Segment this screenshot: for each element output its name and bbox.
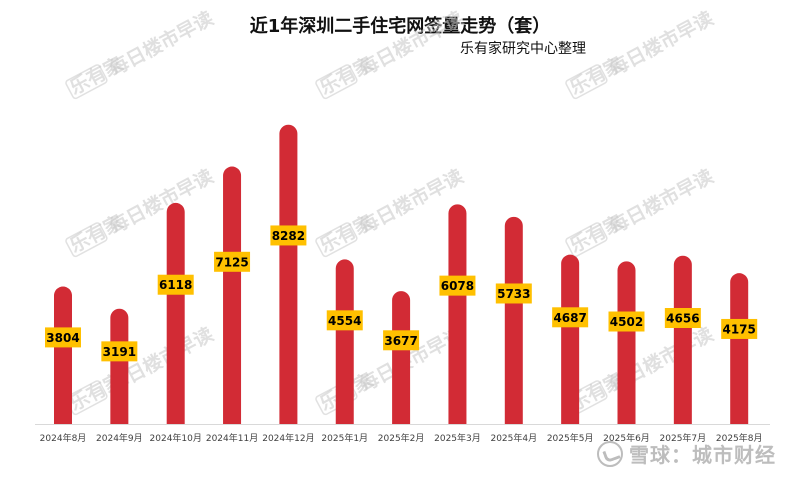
data-label-bg	[608, 311, 645, 332]
data-label-bg	[270, 225, 307, 246]
data-label-bg	[439, 275, 476, 296]
data-label: 3677	[384, 334, 417, 348]
chart-title: 近1年深圳二手住宅网签量走势（套）	[249, 16, 551, 37]
data-label-bg	[721, 318, 758, 339]
bar	[504, 216, 523, 424]
bar	[110, 308, 129, 424]
x-tick-label: 2024年10月	[150, 432, 202, 444]
watermark-logo-icon	[565, 222, 608, 258]
footer-watermark-text: 雪球：城市财经	[629, 443, 776, 467]
data-label: 4554	[328, 314, 361, 328]
watermark-text: 每日楼市早读	[106, 7, 217, 81]
x-tick-label: 2024年8月	[40, 432, 87, 444]
data-label-bg	[157, 274, 194, 295]
data-label: 7125	[215, 255, 248, 269]
bar	[730, 273, 749, 424]
x-tick-label: 2025年2月	[378, 432, 425, 444]
data-label-bg	[45, 327, 81, 348]
x-tick-label: 2024年12月	[262, 432, 314, 444]
watermark-logo-icon	[315, 64, 358, 100]
x-tick-label: 2025年7月	[660, 432, 707, 444]
data-label-bg	[326, 310, 363, 331]
watermark-text: 每日楼市早读	[606, 165, 717, 239]
bar	[673, 255, 692, 424]
watermark-text: 每日楼市早读	[356, 7, 467, 81]
x-tick-label: 2024年11月	[206, 432, 258, 444]
bar	[279, 124, 298, 425]
x-tick-label: 2025年3月	[434, 432, 481, 444]
data-label: 3191	[103, 345, 136, 359]
data-label: 5733	[497, 287, 530, 301]
x-tick-label: 2025年1月	[321, 432, 368, 444]
data-label-bg	[101, 341, 138, 362]
watermark-text: 每日楼市早读	[606, 7, 717, 81]
data-label: 6118	[159, 278, 192, 292]
bar	[223, 166, 242, 424]
bar	[335, 259, 354, 424]
data-label: 4175	[722, 322, 755, 336]
chart-subtitle: 乐有家研究中心整理	[460, 41, 586, 57]
data-label-bg	[383, 330, 420, 351]
watermark-logo-icon	[565, 64, 608, 100]
footer-watermark: 雪球：城市财经	[597, 439, 776, 468]
x-tick-label: 2024年9月	[96, 432, 143, 444]
x-tick-label: 2025年8月	[716, 432, 763, 444]
bar	[561, 254, 580, 424]
watermark-logo-icon	[65, 64, 108, 100]
x-tick-label: 2025年4月	[490, 432, 537, 444]
data-label-bg	[214, 251, 251, 272]
bars-layer: 3804 3191 6118 7125 8282 4554 3677 6078 5733 4687…	[35, 124, 770, 425]
data-label: 6078	[441, 279, 474, 293]
bar	[392, 291, 411, 424]
data-label: 4656	[666, 312, 699, 326]
bar	[54, 286, 72, 424]
x-axis-labels: 2024年8月 2024年9月 2024年10月 2024年11月 2024年12月 20…	[40, 432, 763, 444]
data-label: 4687	[553, 311, 586, 325]
watermark-logo-icon	[65, 222, 108, 258]
watermark-text: 每日楼市早读	[106, 165, 217, 239]
data-label: 4502	[610, 315, 643, 329]
data-label-bg	[495, 283, 532, 304]
bar	[166, 202, 185, 424]
x-tick-label: 2025年5月	[547, 432, 594, 444]
data-label: 8282	[272, 229, 305, 243]
bar	[448, 204, 467, 424]
watermark-logo-icon	[315, 222, 358, 258]
data-label-bg	[664, 308, 701, 329]
bar	[617, 261, 636, 424]
data-label: 3804	[46, 331, 79, 345]
data-label-bg	[552, 307, 589, 328]
snowball-icon	[597, 440, 623, 467]
